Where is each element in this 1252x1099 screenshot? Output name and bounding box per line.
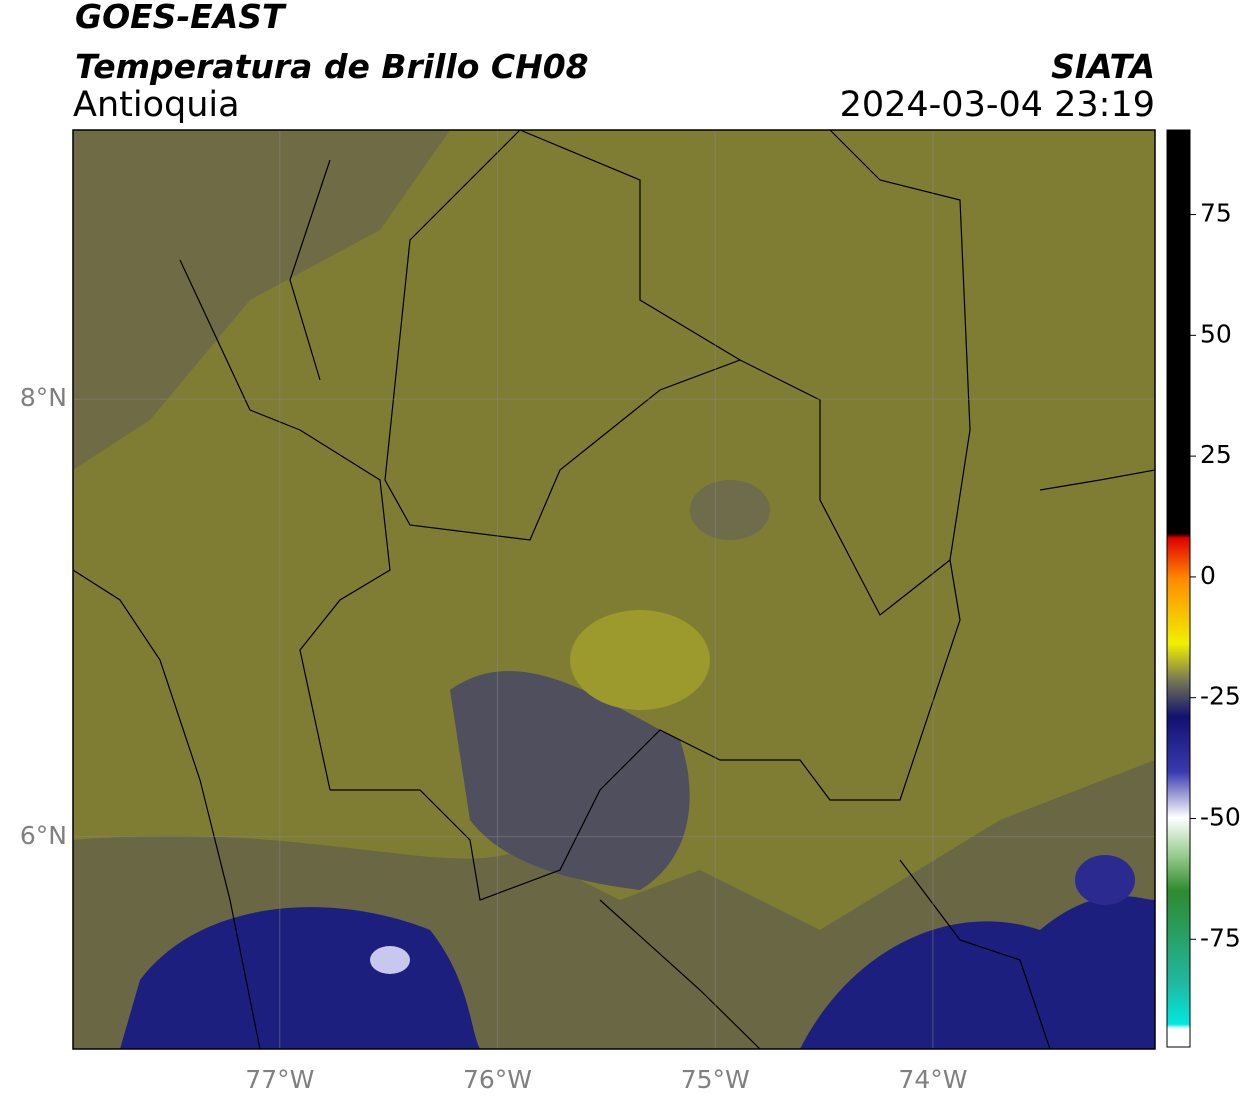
very-cold-region xyxy=(1075,855,1135,905)
x-tick-label: 74°W xyxy=(898,1065,967,1094)
colorbar-tick-label: 25 xyxy=(1200,440,1232,469)
x-tick-label: 75°W xyxy=(681,1065,750,1094)
colorbar-tick-label: -75 xyxy=(1200,923,1241,952)
y-tick-label: 6°N xyxy=(20,821,67,850)
coastline xyxy=(179,159,331,431)
colorbar xyxy=(1166,129,1191,1048)
boundary xyxy=(299,429,391,791)
graticule xyxy=(73,130,1155,1049)
coldest-spot xyxy=(370,946,410,974)
cool-region xyxy=(690,480,770,540)
cold-region xyxy=(450,670,690,890)
subtitle: Temperatura de Brillo CH08 xyxy=(75,47,589,86)
colorbar-tick-label: 75 xyxy=(1200,199,1232,228)
boundary xyxy=(599,469,1155,1049)
cool-region xyxy=(73,130,450,470)
region: Antioquia xyxy=(73,85,240,125)
boundary xyxy=(330,559,961,901)
map-field xyxy=(73,130,1155,1049)
x-tick-label: 76°W xyxy=(463,1065,532,1094)
datetime: 2024-03-04 23:19 xyxy=(840,85,1155,125)
boundary xyxy=(384,130,742,541)
source: SIATA xyxy=(1051,47,1155,86)
very-cold-region xyxy=(800,896,1155,1049)
colorbar-tick-label: -50 xyxy=(1200,802,1241,831)
warm-region xyxy=(570,610,710,710)
y-tick-label: 8°N xyxy=(20,383,67,412)
colorbar-tick-label: -25 xyxy=(1200,682,1241,711)
colorbar-tick-label: 0 xyxy=(1200,561,1216,590)
x-tick-label: 77°W xyxy=(245,1065,314,1094)
colorbar-tick-label: 50 xyxy=(1200,319,1232,348)
map-frame xyxy=(72,129,1156,1050)
very-cold-region xyxy=(120,907,480,1049)
title: GOES-EAST xyxy=(75,0,287,36)
boundary xyxy=(73,569,261,1049)
